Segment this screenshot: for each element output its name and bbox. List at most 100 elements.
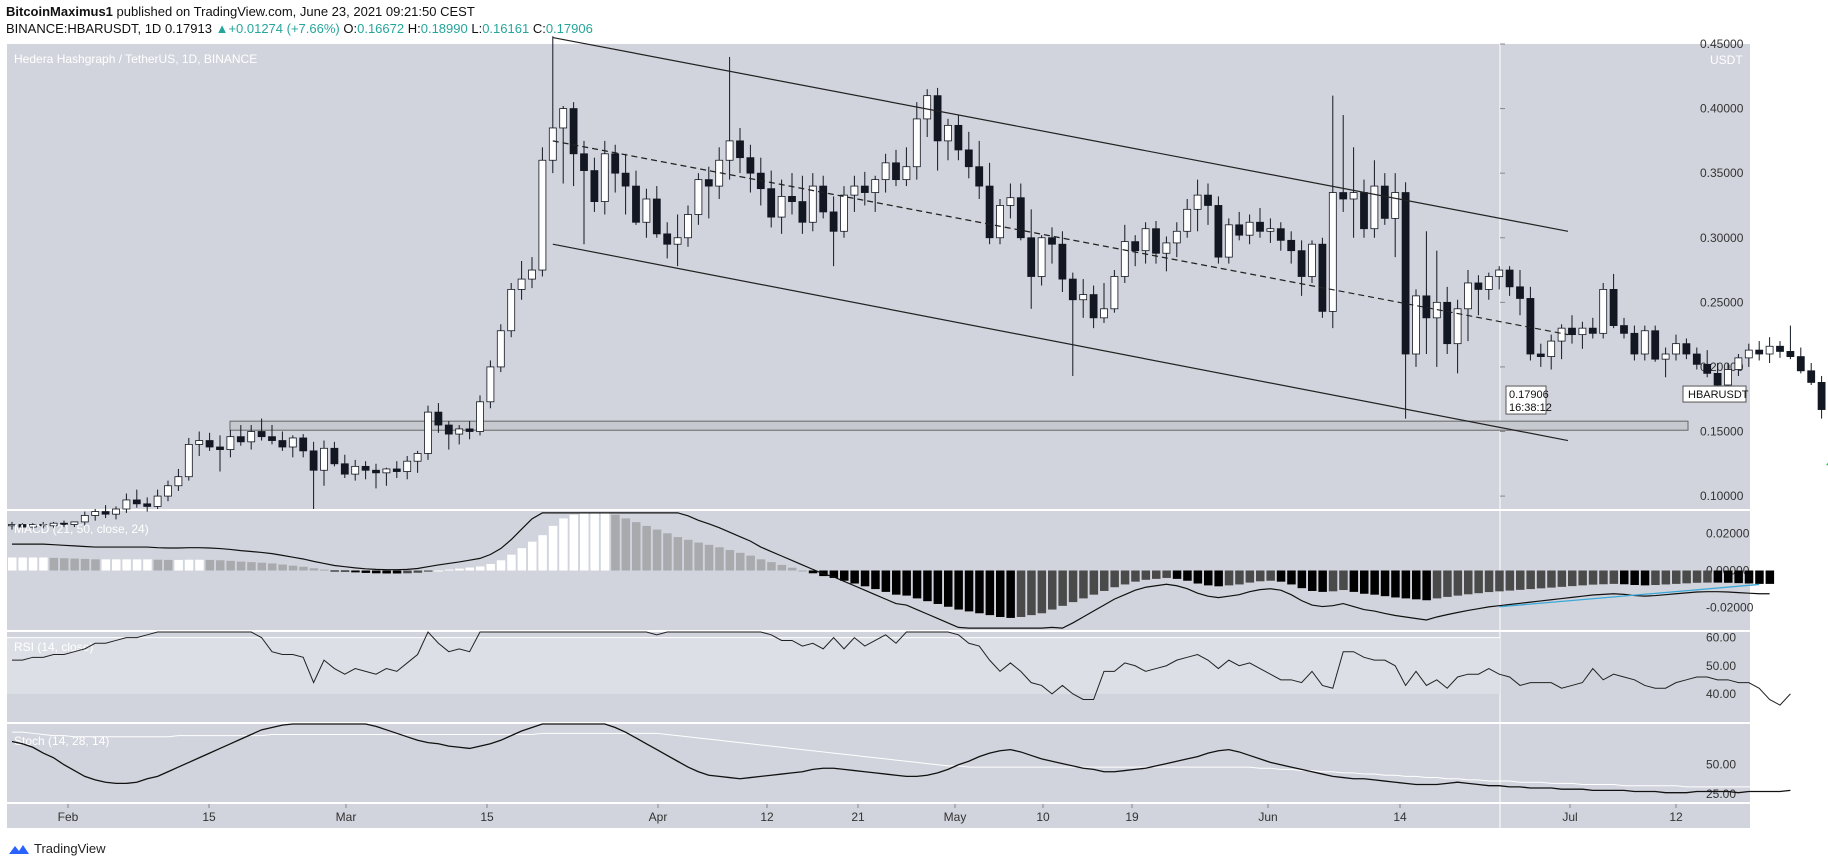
candle-body <box>1006 197 1015 206</box>
candle-body <box>1048 237 1056 245</box>
macd-histogram-bar <box>143 559 152 571</box>
candle-body <box>746 157 755 174</box>
macd-histogram-bar <box>819 570 828 577</box>
price-tick-label: 0.25000 <box>1700 295 1744 309</box>
brand-label[interactable]: TradingView <box>34 841 106 856</box>
countdown-label: 16:38:12 <box>1509 402 1552 414</box>
candle-body <box>486 366 495 403</box>
macd-histogram-bar <box>1391 570 1400 598</box>
candle-body <box>580 153 588 171</box>
support-zone <box>229 420 1689 431</box>
candle-body <box>1557 327 1566 342</box>
macd-histogram-bar <box>320 569 329 571</box>
macd-histogram-bar <box>860 570 870 587</box>
rsi-tick-label: 40.00 <box>1706 687 1736 701</box>
macd-histogram-bar <box>964 570 974 612</box>
macd-histogram-bar <box>1443 570 1452 597</box>
macd-histogram-bar <box>1183 570 1192 581</box>
candle-body <box>164 485 172 497</box>
candle-body <box>1484 276 1493 290</box>
macd-histogram-bar <box>91 559 100 571</box>
macd-histogram-bar <box>850 570 859 584</box>
macd-histogram-bar <box>465 567 475 571</box>
candle-body <box>673 237 682 245</box>
low-value: 0.16161 <box>482 21 530 36</box>
author-name[interactable]: BitcoinMaximus1 <box>6 4 113 19</box>
candle-body <box>736 140 744 159</box>
macd-histogram-bar <box>1048 570 1057 610</box>
candle-body <box>1360 192 1368 230</box>
time-tick-label: Mar <box>336 810 357 824</box>
candle-body <box>455 428 464 435</box>
macd-histogram-bar <box>933 570 943 604</box>
candle-body <box>1578 327 1587 336</box>
macd-histogram-bar <box>923 570 932 602</box>
candle-body <box>288 437 297 448</box>
candle-body <box>18 524 27 528</box>
candle-body <box>330 447 339 465</box>
macd-histogram-bar <box>1328 570 1338 592</box>
low-label: L: <box>471 21 483 36</box>
macd-histogram-bar <box>1308 570 1317 591</box>
candle-body <box>70 521 79 525</box>
candle-body <box>1027 237 1036 277</box>
high-value: 0.18990 <box>420 21 468 36</box>
candle-body <box>548 127 557 161</box>
candle-body <box>788 196 796 202</box>
macd-histogram-bar <box>642 525 651 571</box>
candle-body <box>1266 228 1275 232</box>
macd-histogram-bar <box>590 512 599 571</box>
candle-body <box>985 185 994 239</box>
candle-body <box>507 289 516 332</box>
tradingview-logo-icon <box>9 844 29 854</box>
candle-body <box>1588 327 1597 334</box>
macd-histogram-bar <box>444 569 454 571</box>
price-pane <box>7 44 1500 509</box>
price-tick-label: 0.45000 <box>1700 37 1744 51</box>
candle-body <box>153 495 162 507</box>
macd-histogram-bar <box>226 560 235 571</box>
candle-body <box>725 140 734 161</box>
candle-body <box>798 201 807 223</box>
candle-body <box>528 269 536 280</box>
macd-histogram-bar <box>268 563 277 571</box>
macd-histogram-bar <box>39 557 48 571</box>
publish-info: published on TradingView.com, June 23, 2… <box>116 4 475 19</box>
macd-histogram-bar <box>1599 570 1608 585</box>
candle-body <box>1214 205 1223 258</box>
macd-histogram-bar <box>101 559 111 571</box>
macd-histogram-bar <box>1630 570 1639 586</box>
candle-body <box>954 124 963 151</box>
macd-histogram-bar <box>330 570 339 572</box>
macd-label: MACD (21, 50, close, 24) <box>14 522 149 536</box>
macd-histogram-bar <box>1526 570 1535 590</box>
candle-body <box>590 170 599 202</box>
macd-histogram-bar <box>944 570 953 607</box>
macd-histogram-bar <box>1661 570 1671 585</box>
candle-body <box>1037 237 1046 277</box>
candle-body <box>1089 294 1098 319</box>
candle-body <box>372 469 380 474</box>
candle-body <box>444 424 453 435</box>
macd-histogram-bar <box>881 570 891 592</box>
candle-body <box>1256 221 1264 232</box>
candle-body <box>1308 243 1316 277</box>
chart-title: Hedera Hashgraph / TetherUS, 1D, BINANCE <box>14 52 257 66</box>
macd-histogram-bar <box>694 542 703 571</box>
candle-body <box>424 411 432 454</box>
price-change: +0.01274 (+7.66%) <box>228 21 340 36</box>
rsi-line <box>12 631 1791 706</box>
macd-histogram-bar <box>1651 570 1660 586</box>
symbol-label: BINANCE:HBARUSDT, 1D <box>6 21 162 36</box>
candle-body <box>964 149 973 168</box>
macd-histogram-bar <box>278 564 287 571</box>
high-label: H: <box>407 21 421 36</box>
last-price-box <box>1505 385 1547 415</box>
macd-histogram-bar <box>548 525 558 571</box>
macd-histogram-bar <box>1276 570 1286 582</box>
macd-histogram-bar <box>1484 570 1494 593</box>
candle-body <box>559 108 568 129</box>
candle-body <box>1661 353 1670 360</box>
candle-body <box>8 524 16 527</box>
